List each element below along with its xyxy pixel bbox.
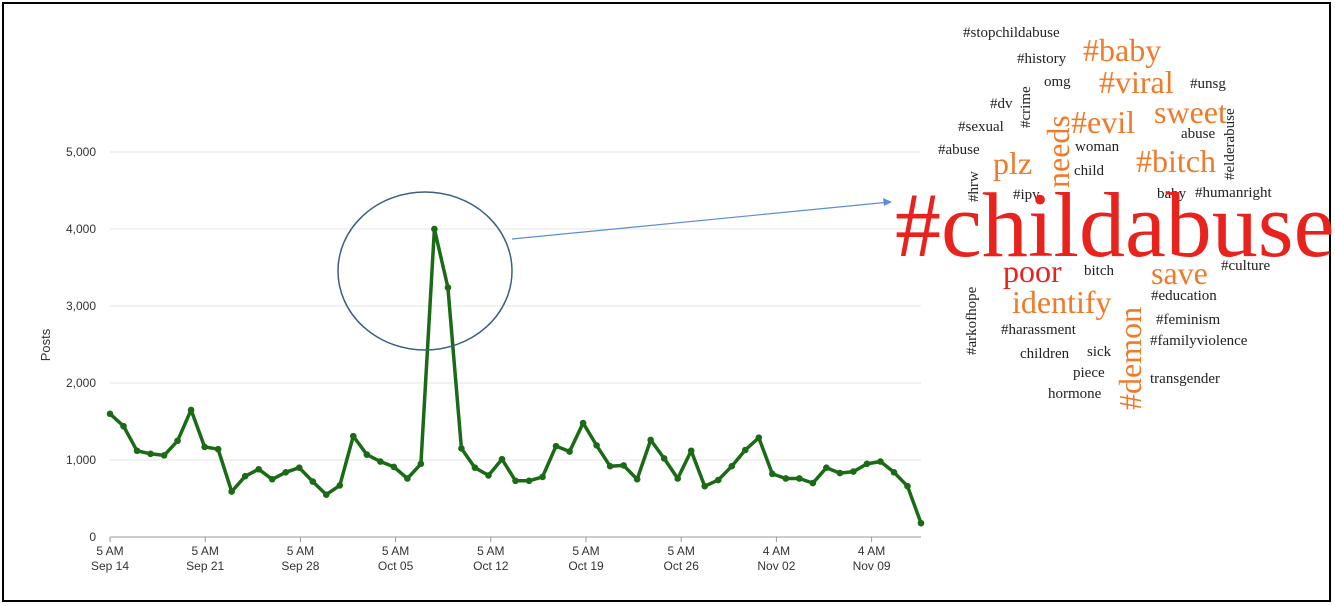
data-point [498,455,506,463]
data-point [701,482,709,490]
data-point [377,458,384,465]
x-tick-label-time: 5 AM [668,544,695,558]
data-point [133,447,141,455]
y-tick-label: 1,000 [66,453,96,467]
data-point [890,469,898,476]
x-tick-label-time: 5 AM [382,544,409,558]
data-point [823,464,830,472]
data-point [647,436,654,444]
x-tick-label-time: 5 AM [192,544,219,558]
data-point [214,445,222,453]
data-point [120,422,127,430]
data-point [106,410,114,418]
data-point [660,455,668,462]
data-point [566,448,573,455]
data-point [904,482,911,490]
data-point [255,465,262,473]
x-tick-label-date: Oct 26 [664,559,700,573]
data-point [187,406,195,414]
data-point [322,491,330,498]
y-tick-label: 0 [89,530,96,544]
series-points [106,225,925,527]
data-point [850,468,857,475]
y-tick-label: 2,000 [66,376,96,390]
data-point [593,442,600,449]
y-tick-label: 5,000 [66,145,96,159]
data-point [431,225,438,233]
x-tick-label-date: Oct 05 [378,559,414,573]
data-point [147,450,154,458]
x-tick-label-time: 5 AM [477,544,504,558]
data-point [877,458,884,465]
x-tick-label-date: Oct 19 [568,559,604,573]
data-point [404,475,411,482]
x-tick-label-date: Nov 09 [853,559,891,573]
data-point [552,442,560,450]
data-point [417,460,425,468]
data-point [525,477,533,485]
data-point [241,472,249,480]
y-axis-title: Posts [38,328,53,361]
data-point [728,462,736,470]
data-point [606,462,614,470]
data-point [633,475,641,483]
x-tick-label-time: 4 AM [858,544,885,558]
data-point [539,473,546,481]
x-tick-label-time: 4 AM [763,544,790,558]
x-tick-label-date: Sep 14 [91,559,129,573]
x-tick-label-date: Oct 12 [473,559,509,573]
data-point [863,460,871,468]
y-tick-label: 4,000 [66,222,96,236]
data-point [390,463,398,471]
data-point [160,452,168,459]
data-point [309,478,317,485]
y-tick-label: 3,000 [66,299,96,313]
y-axis: 0 1,000 2,000 3,000 4,000 5,000 [66,145,96,544]
data-point [228,488,235,495]
data-point [471,464,479,472]
peak-highlight-circle [337,191,513,351]
data-point [674,475,681,482]
data-point [769,470,776,478]
data-point [620,462,627,469]
gridlines [110,151,921,538]
data-point [687,447,695,455]
x-tick-label-time: 5 AM [572,544,599,558]
data-point [836,469,844,477]
x-tick-label-date: Nov 02 [757,559,795,573]
x-tick-label-time: 5 AM [96,544,123,558]
data-point [295,464,303,472]
data-point [336,482,344,489]
data-point [796,475,803,482]
x-tick-label-time: 5 AM [287,544,314,558]
data-point [458,445,465,452]
data-point [268,475,276,483]
data-point [512,477,519,485]
data-point [755,434,763,441]
data-point [485,472,492,479]
data-point [917,519,925,527]
data-point [782,475,790,482]
data-point [174,437,181,445]
data-point [809,479,817,487]
data-point [282,469,290,476]
data-point [350,432,357,440]
data-point [444,284,452,291]
callout-arrow [511,201,891,240]
x-tick-label-date: Sep 21 [186,559,224,573]
data-point [201,443,208,451]
data-point [714,476,722,484]
callout-arrowhead [883,198,892,206]
data-point [579,419,587,427]
x-tick-label-date: Sep 28 [281,559,319,573]
data-point [363,451,371,458]
data-point [741,446,749,454]
